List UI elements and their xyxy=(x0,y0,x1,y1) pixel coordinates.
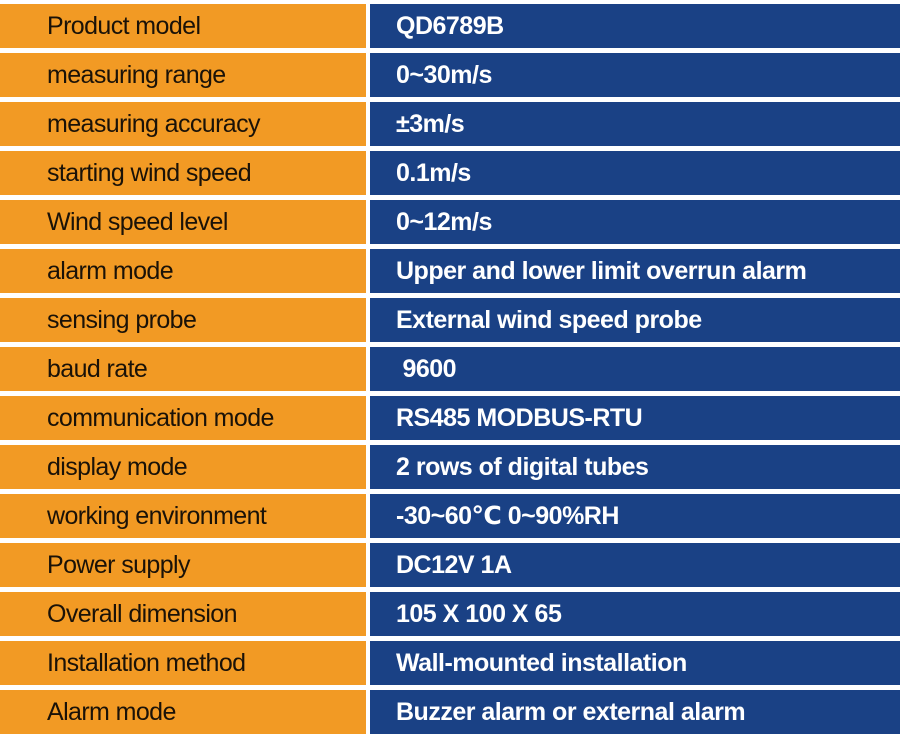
spec-label: alarm mode xyxy=(47,256,174,285)
spec-value: Upper and lower limit overrun alarm xyxy=(396,256,807,285)
spec-value: External wind speed probe xyxy=(396,305,702,334)
spec-label: starting wind speed xyxy=(47,158,252,187)
table-row: communication mode RS485 MODBUS-RTU xyxy=(0,396,900,440)
spec-value-cell: 9600 xyxy=(370,347,900,391)
spec-label: sensing probe xyxy=(47,305,197,334)
spec-value-cell: QD6789B xyxy=(370,4,900,48)
spec-value-cell: 0.1m/s xyxy=(370,151,900,195)
spec-value-cell: External wind speed probe xyxy=(370,298,900,342)
spec-label-cell: display mode xyxy=(0,445,366,489)
spec-label: Power supply xyxy=(47,550,190,579)
spec-value: 105 X 100 X 65 xyxy=(396,599,562,628)
spec-value-cell: Wall-mounted installation xyxy=(370,641,900,685)
spec-value: ±3m/s xyxy=(396,109,465,138)
spec-label-cell: Overall dimension xyxy=(0,592,366,636)
table-row: Installation method Wall-mounted install… xyxy=(0,641,900,685)
spec-label: baud rate xyxy=(47,354,148,383)
spec-value: DC12V 1A xyxy=(396,550,512,579)
spec-value: 0~30m/s xyxy=(396,60,492,89)
spec-value: -30~60℃ 0~90%RH xyxy=(396,502,619,530)
spec-value: Buzzer alarm or external alarm xyxy=(396,697,746,726)
table-row: Alarm mode Buzzer alarm or external alar… xyxy=(0,690,900,734)
table-row: working environment -30~60℃ 0~90%RH xyxy=(0,494,900,538)
spec-value-cell: Buzzer alarm or external alarm xyxy=(370,690,900,734)
spec-label-cell: Power supply xyxy=(0,543,366,587)
spec-label-cell: Product model xyxy=(0,4,366,48)
spec-label-cell: communication mode xyxy=(0,396,366,440)
table-row: Wind speed level 0~12m/s xyxy=(0,200,900,244)
spec-label: Overall dimension xyxy=(47,599,237,628)
table-row: sensing probe External wind speed probe xyxy=(0,298,900,342)
table-row: starting wind speed 0.1m/s xyxy=(0,151,900,195)
spec-label-cell: starting wind speed xyxy=(0,151,366,195)
spec-label-cell: measuring accuracy xyxy=(0,102,366,146)
spec-label: communication mode xyxy=(47,403,274,432)
table-row: measuring accuracy ±3m/s xyxy=(0,102,900,146)
table-row: Product model QD6789B xyxy=(0,4,900,48)
table-row: measuring range 0~30m/s xyxy=(0,53,900,97)
spec-value-cell: Upper and lower limit overrun alarm xyxy=(370,249,900,293)
spec-value: 9600 xyxy=(396,354,457,383)
spec-label-cell: Alarm mode xyxy=(0,690,366,734)
spec-label-cell: working environment xyxy=(0,494,366,538)
spec-label: measuring range xyxy=(47,60,226,89)
spec-label: Alarm mode xyxy=(47,697,176,726)
spec-value: 2 rows of digital tubes xyxy=(396,452,649,481)
spec-value: RS485 MODBUS-RTU xyxy=(396,403,643,432)
spec-label-cell: baud rate xyxy=(0,347,366,391)
spec-label-cell: alarm mode xyxy=(0,249,366,293)
table-row: Overall dimension 105 X 100 X 65 xyxy=(0,592,900,636)
spec-label-cell: sensing probe xyxy=(0,298,366,342)
spec-value-cell: 2 rows of digital tubes xyxy=(370,445,900,489)
spec-value-cell: ±3m/s xyxy=(370,102,900,146)
spec-value: Wall-mounted installation xyxy=(396,648,687,677)
spec-label: display mode xyxy=(47,452,188,481)
spec-value-cell: DC12V 1A xyxy=(370,543,900,587)
spec-value-cell: 0~12m/s xyxy=(370,200,900,244)
spec-value-cell: 0~30m/s xyxy=(370,53,900,97)
spec-value-cell: 105 X 100 X 65 xyxy=(370,592,900,636)
spec-value: QD6789B xyxy=(396,11,504,40)
spec-label: Product model xyxy=(47,11,201,40)
spec-label: working environment xyxy=(47,501,267,530)
spec-label: Installation method xyxy=(47,648,246,677)
table-row: alarm mode Upper and lower limit overrun… xyxy=(0,249,900,293)
spec-table: Product model QD6789B measuring range 0~… xyxy=(0,4,900,734)
spec-label-cell: measuring range xyxy=(0,53,366,97)
spec-value-cell: RS485 MODBUS-RTU xyxy=(370,396,900,440)
spec-label-cell: Installation method xyxy=(0,641,366,685)
spec-value: 0.1m/s xyxy=(396,158,471,187)
spec-label: measuring accuracy xyxy=(47,109,261,138)
table-row: baud rate 9600 xyxy=(0,347,900,391)
spec-value: 0~12m/s xyxy=(396,207,492,236)
spec-label: Wind speed level xyxy=(47,207,228,236)
table-row: display mode 2 rows of digital tubes xyxy=(0,445,900,489)
spec-label-cell: Wind speed level xyxy=(0,200,366,244)
spec-value-cell: -30~60℃ 0~90%RH xyxy=(370,494,900,538)
table-row: Power supply DC12V 1A xyxy=(0,543,900,587)
